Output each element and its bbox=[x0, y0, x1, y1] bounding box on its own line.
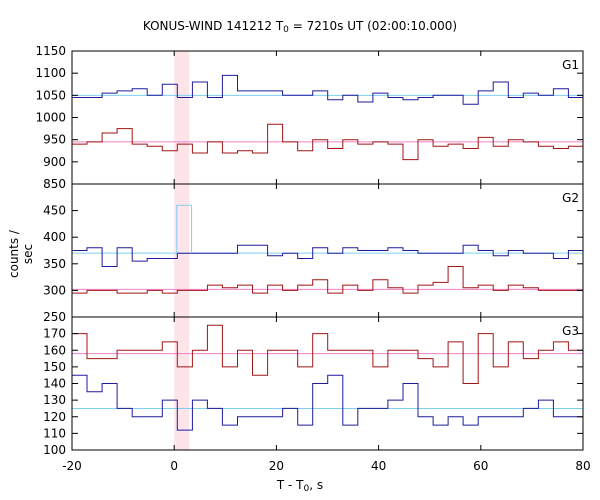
burst-spike bbox=[176, 204, 193, 254]
series-step-line bbox=[72, 123, 583, 161]
y-tick-label: 100 bbox=[43, 443, 66, 457]
y-tick-label: 1100 bbox=[35, 66, 66, 80]
panel-label: G3 bbox=[562, 324, 579, 338]
x-tick-label: 40 bbox=[371, 459, 386, 473]
chart-title: KONUS-WIND 141212 T0 = 7210s UT (02:00:1… bbox=[142, 19, 458, 35]
x-tick-label: 80 bbox=[575, 459, 590, 473]
series-step-line bbox=[72, 74, 583, 105]
y-tick-label: 1050 bbox=[35, 88, 66, 102]
y-tick-label: 350 bbox=[43, 257, 66, 271]
series-step-line bbox=[72, 374, 583, 431]
y-axis-label: counts / sec bbox=[7, 230, 35, 278]
y-tick-label: 300 bbox=[43, 283, 66, 297]
y-tick-label: 120 bbox=[43, 410, 66, 424]
y-tick-label: 400 bbox=[43, 230, 66, 244]
x-tick-label: -20 bbox=[62, 459, 82, 473]
y-tick-label: 110 bbox=[43, 426, 66, 440]
y-tick-label: 450 bbox=[43, 204, 66, 218]
y-tick-label: 140 bbox=[43, 377, 66, 391]
series-step-line bbox=[72, 324, 583, 384]
y-tick-label: 850 bbox=[43, 177, 66, 191]
y-tick-label: 150 bbox=[43, 360, 66, 374]
y-tick-label: 170 bbox=[43, 327, 66, 341]
x-axis-label: T - T0, s bbox=[276, 478, 324, 494]
y-tick-label: 950 bbox=[43, 133, 66, 147]
panel-label: G2 bbox=[562, 191, 579, 205]
panel-label: G1 bbox=[562, 58, 579, 72]
x-tick-label: 0 bbox=[170, 459, 178, 473]
y-tick-label: 250 bbox=[43, 310, 66, 324]
y-tick-label: 1000 bbox=[35, 111, 66, 125]
y-tick-label: 1150 bbox=[35, 44, 66, 58]
panel-frame bbox=[71, 50, 584, 185]
x-tick-label: 20 bbox=[269, 459, 284, 473]
series-step-line bbox=[72, 266, 583, 294]
series-step-line bbox=[72, 244, 583, 267]
y-tick-label: 130 bbox=[43, 393, 66, 407]
highlight-interval bbox=[174, 51, 190, 450]
y-tick-label: 160 bbox=[43, 343, 66, 357]
x-tick-label: 60 bbox=[473, 459, 488, 473]
y-tick-label: 900 bbox=[43, 155, 66, 169]
